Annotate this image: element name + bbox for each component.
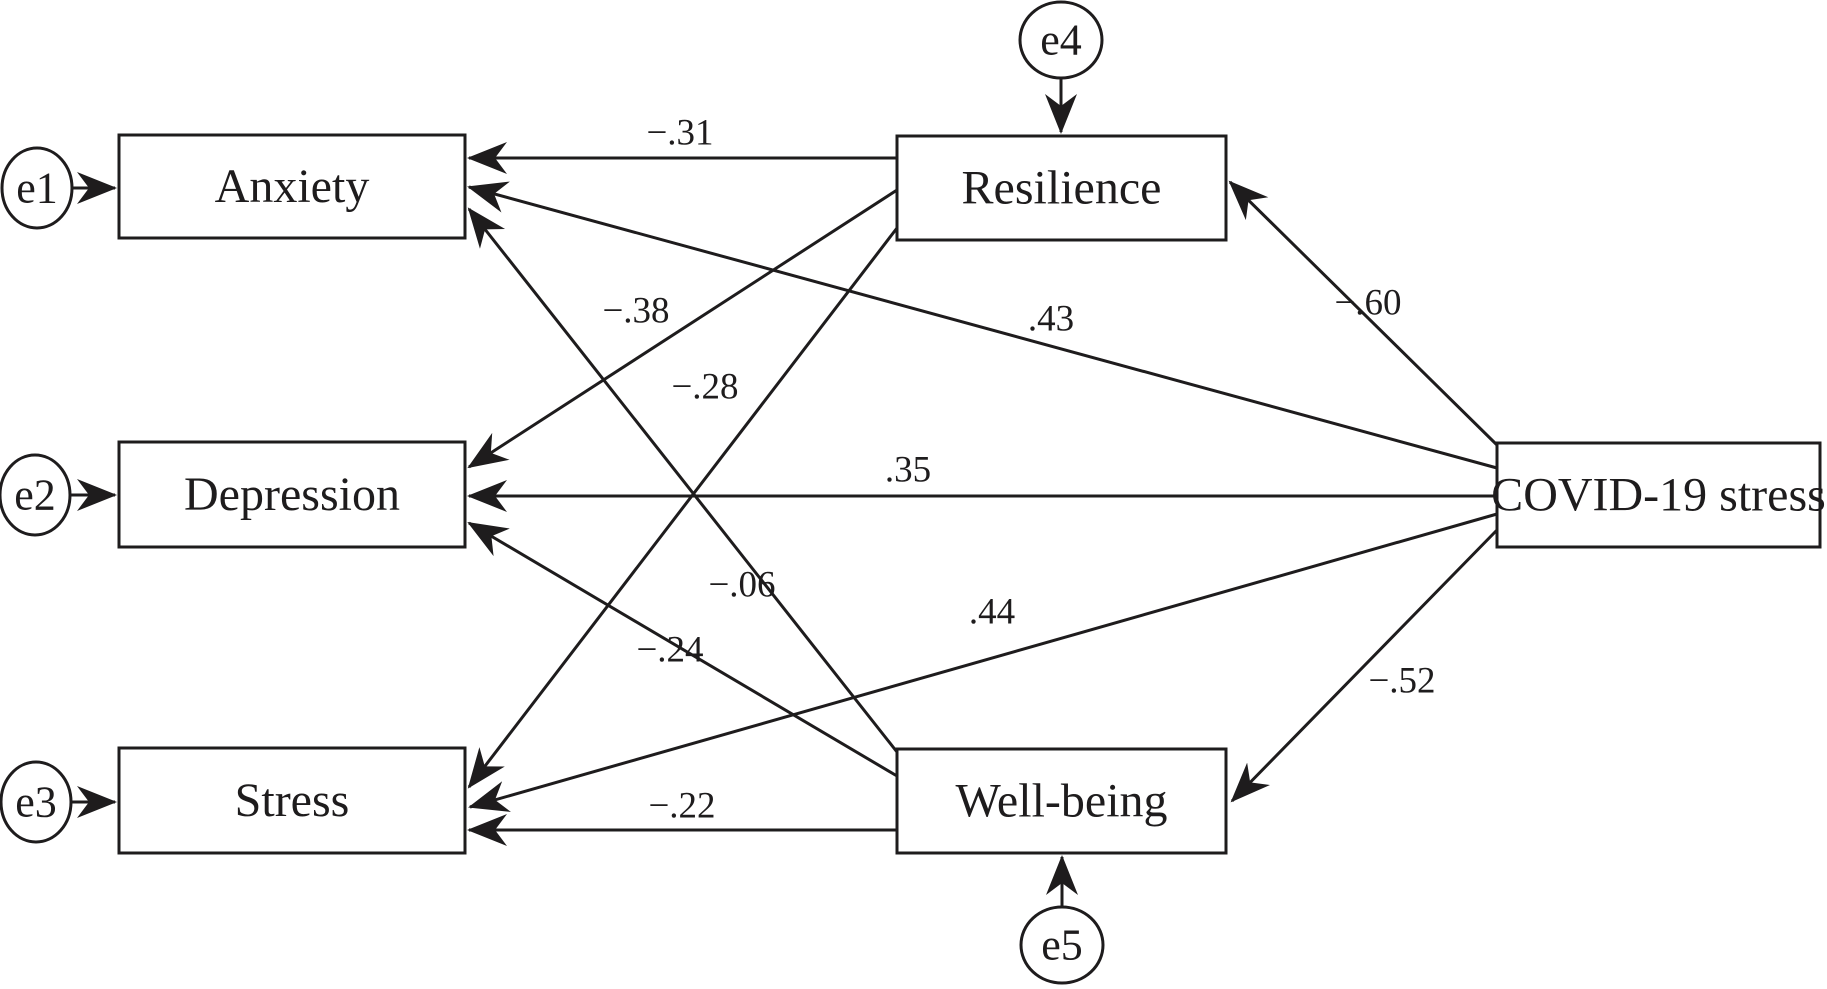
path-wellbeing-to-depression: [467, 521, 898, 778]
error-label-e4: e4: [1040, 16, 1082, 65]
node-label-resilience: Resilience: [962, 162, 1162, 215]
node-wellbeing: Well-being: [895, 747, 1228, 855]
node-stress: Stress: [117, 746, 467, 855]
node-box-covid: [1495, 441, 1822, 549]
node-box-resilience: [895, 134, 1228, 242]
coefficient-label-resilience-to-anxiety: −.31: [646, 113, 713, 154]
path-covid-to-anxiety: [467, 181, 1498, 470]
path-resilience-to-depression: [467, 188, 898, 469]
path-covid-to-wellbeing: [1230, 528, 1499, 803]
node-label-stress: Stress: [235, 774, 350, 827]
node-label-covid: COVID-19 stress: [1491, 469, 1826, 522]
node-anxiety: Anxiety: [117, 133, 467, 240]
coefficient-label-covid-to-resilience: −.60: [1334, 283, 1401, 324]
coefficient-label-wellbeing-to-depression: −.24: [636, 630, 703, 671]
node-depression: Depression: [117, 440, 467, 549]
error-term-e5: e5: [1019, 855, 1105, 985]
node-box-depression: [117, 440, 467, 549]
coefficient-label-covid-to-anxiety: .43: [1028, 299, 1074, 340]
error-label-e2: e2: [14, 471, 56, 520]
path-covid-to-resilience: [1228, 180, 1499, 447]
node-resilience: Resilience: [895, 134, 1228, 242]
error-label-e5: e5: [1041, 921, 1083, 970]
node-box-anxiety: [117, 133, 467, 240]
coefficient-label-covid-to-wellbeing: −.52: [1368, 661, 1435, 702]
coefficient-label-wellbeing-to-stress: −.22: [648, 786, 715, 827]
path-resilience-to-stress: [467, 227, 899, 789]
node-label-anxiety: Anxiety: [215, 160, 370, 213]
error-label-e1: e1: [16, 164, 58, 213]
node-box-wellbeing: [895, 747, 1228, 855]
error-term-e4: e4: [1018, 0, 1104, 134]
path-wellbeing-to-anxiety: [467, 207, 899, 753]
coefficient-label-resilience-to-stress: −.28: [671, 367, 738, 408]
node-box-stress: [117, 746, 467, 855]
error-term-e2: e2: [0, 453, 117, 537]
coefficient-label-resilience-to-depression: −.38: [602, 291, 669, 332]
error-term-e3: e3: [0, 760, 117, 844]
node-covid: COVID-19 stress: [1491, 441, 1826, 549]
coefficient-label-covid-to-depression: .35: [885, 450, 931, 491]
error-label-e3: e3: [15, 778, 57, 827]
error-term-e1: e1: [0, 146, 117, 230]
path-covid-to-stress: [468, 512, 1498, 812]
node-label-wellbeing: Well-being: [955, 775, 1167, 828]
node-label-depression: Depression: [184, 468, 400, 521]
coefficient-label-covid-to-stress: .44: [969, 592, 1015, 633]
coefficient-label-wellbeing-to-anxiety: −.06: [708, 565, 775, 606]
